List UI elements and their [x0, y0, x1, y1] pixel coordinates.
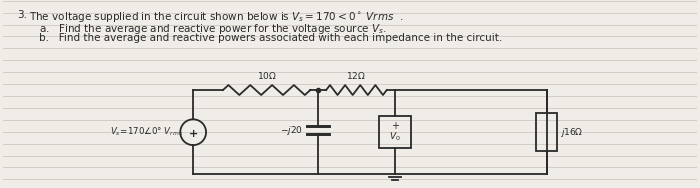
Text: a.   Find the average and reactive power for the voltage source $V_s$.: a. Find the average and reactive power f… [39, 22, 387, 36]
Text: +: + [391, 121, 399, 131]
Text: $V_s\!=\!170\angle 0°$ $V_{rms}$: $V_s\!=\!170\angle 0°$ $V_{rms}$ [110, 126, 183, 139]
Text: b.   Find the average and reactive powers associated with each impedance in the : b. Find the average and reactive powers … [39, 33, 503, 43]
Text: 3.: 3. [18, 10, 27, 20]
Text: The voltage supplied in the circuit shown below is $V_s = 170 < 0^\circ$ $Vrms$ : The voltage supplied in the circuit show… [29, 10, 404, 24]
Text: $V_0$: $V_0$ [389, 131, 400, 143]
Text: $10\Omega$: $10\Omega$ [257, 70, 276, 81]
Text: $j16\Omega$: $j16\Omega$ [561, 126, 584, 139]
Text: $12\Omega$: $12\Omega$ [346, 70, 366, 81]
Text: $-j20$: $-j20$ [281, 124, 303, 137]
Text: +: + [188, 129, 198, 139]
